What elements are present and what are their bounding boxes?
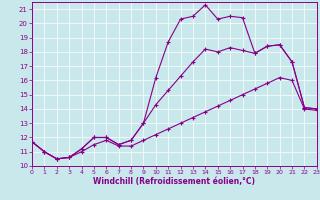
- X-axis label: Windchill (Refroidissement éolien,°C): Windchill (Refroidissement éolien,°C): [93, 177, 255, 186]
